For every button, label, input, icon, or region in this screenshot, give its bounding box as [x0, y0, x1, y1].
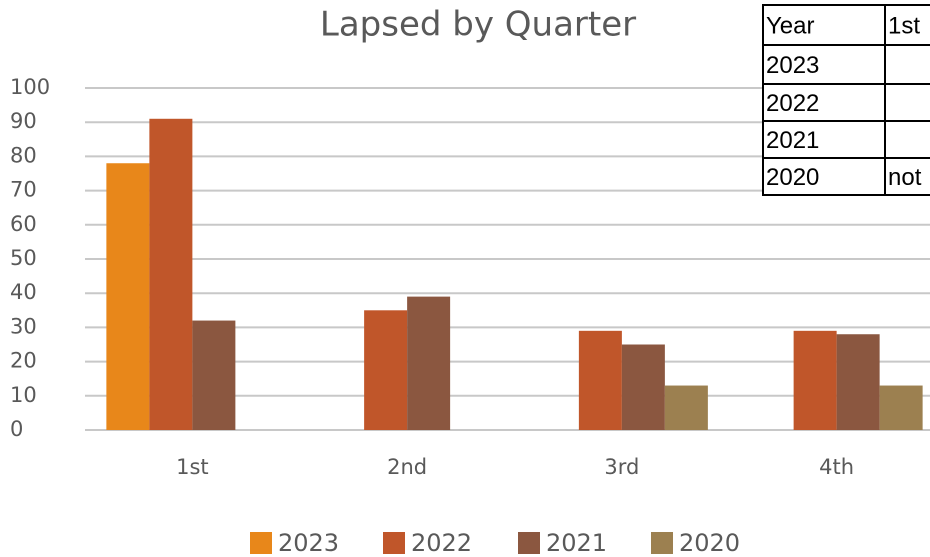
- legend-swatch: [518, 532, 540, 554]
- legend-label: 2023: [278, 529, 339, 557]
- table-bg: [762, 4, 930, 196]
- bar: [106, 163, 150, 431]
- table-cell: 2022: [766, 90, 819, 117]
- legend-label: 2021: [546, 529, 607, 557]
- bar: [836, 334, 880, 430]
- y-tick-label: 80: [10, 143, 37, 167]
- bar: [407, 296, 451, 430]
- bar: [879, 385, 923, 430]
- y-tick-label: 30: [10, 314, 37, 338]
- x-tick-label: 2nd: [387, 455, 427, 479]
- chart-title: Lapsed by Quarter: [320, 5, 636, 45]
- bar: [149, 118, 193, 430]
- bar: [621, 344, 665, 430]
- table-cell: 2020: [766, 164, 819, 191]
- x-tick-label: 4th: [819, 455, 854, 479]
- y-tick-label: 100: [10, 75, 50, 99]
- table-cell: Year: [766, 12, 815, 39]
- y-tick-label: 20: [10, 349, 37, 373]
- bar: [793, 330, 837, 430]
- x-tick-label: 1st: [176, 455, 209, 479]
- bar: [364, 310, 408, 430]
- table-cell: 1st: [888, 12, 920, 39]
- y-tick-label: 50: [10, 246, 37, 270]
- legend-swatch: [651, 532, 673, 554]
- legend-swatch: [383, 532, 405, 554]
- y-tick-label: 70: [10, 178, 37, 202]
- bar: [578, 330, 622, 430]
- y-tick-label: 10: [10, 383, 37, 407]
- y-tick-label: 0: [10, 417, 23, 441]
- table-cell: 2023: [766, 52, 819, 79]
- table-cell: not: [888, 164, 922, 191]
- bar: [664, 385, 708, 430]
- legend-label: 2020: [679, 529, 740, 557]
- legend-label: 2022: [411, 529, 472, 557]
- table-cell: 2021: [766, 127, 819, 154]
- y-tick-label: 60: [10, 212, 37, 236]
- x-tick-label: 3rd: [604, 455, 639, 479]
- bar: [192, 320, 236, 430]
- y-tick-label: 90: [10, 109, 37, 133]
- legend-swatch: [250, 532, 272, 554]
- y-tick-label: 40: [10, 280, 37, 304]
